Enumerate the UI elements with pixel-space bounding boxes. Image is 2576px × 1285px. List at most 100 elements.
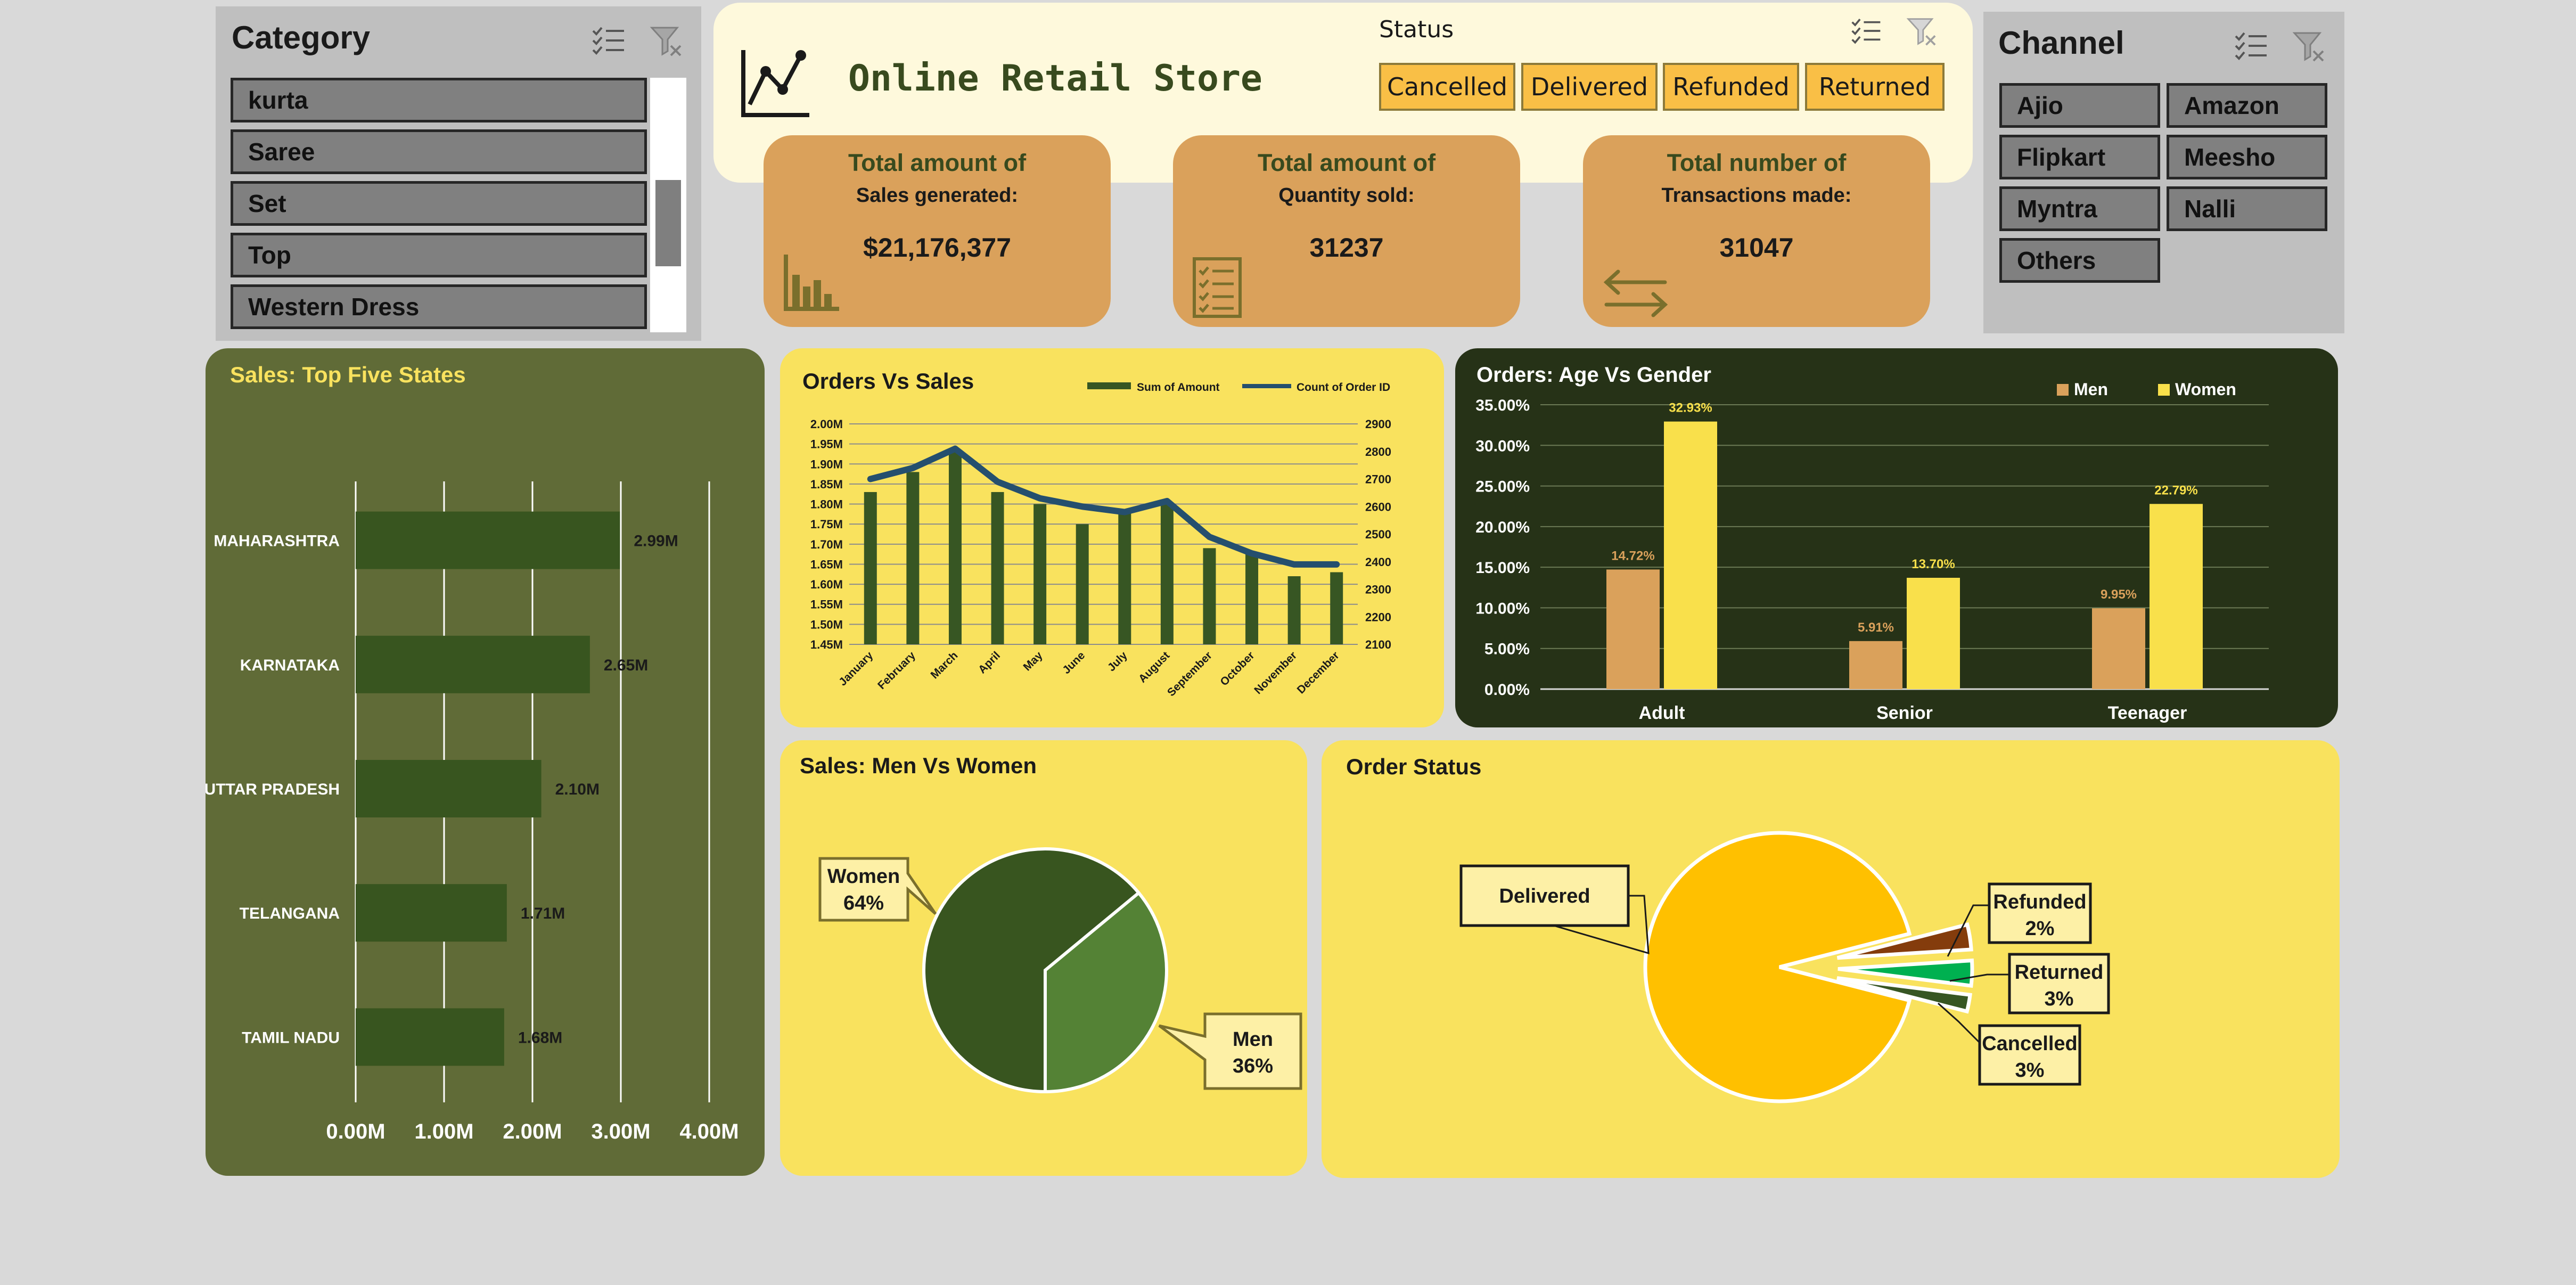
- category-item-saree[interactable]: Saree: [231, 129, 647, 174]
- legend-swatch-sum-of-amount: [1087, 382, 1131, 389]
- bar-may: [1033, 504, 1047, 644]
- status-item-refunded[interactable]: Refunded: [1663, 63, 1799, 111]
- kpi-sales-label-1: Total amount of: [848, 149, 1027, 176]
- channel-item-others[interactable]: Others: [1999, 238, 2160, 283]
- status-item-cancelled[interactable]: Cancelled: [1379, 63, 1515, 111]
- channel-item-ajio[interactable]: Ajio: [1999, 83, 2160, 128]
- kpi-card-quantity: Total amount of Quantity sold: 31237: [1173, 135, 1520, 327]
- bar-uttar-pradesh: [356, 760, 542, 817]
- callout-women: [818, 857, 937, 922]
- order-status-pie-chart: Delivered Refunded 2% Returned 3% Cancelled 3%: [1459, 831, 2110, 1103]
- x-tick-label: 1.00M: [414, 1120, 473, 1143]
- states-bar-chart: 0.00M 1.00M 2.00M 3.00M 4.00M MAHARASHTRA 2.99…: [206, 481, 739, 1143]
- callout-label-women: Women: [827, 865, 900, 888]
- x-tick-label: May: [1021, 649, 1045, 673]
- y-left-tick-label: 1.45M: [810, 638, 843, 651]
- slice-men: [1044, 890, 1168, 1094]
- bar-september: [1203, 548, 1216, 644]
- x-tick-label: January: [836, 649, 875, 688]
- channel-item-myntra[interactable]: Myntra: [1999, 186, 2160, 231]
- legend-label: Sum of Amount: [1137, 381, 1220, 394]
- x-tick-label: September: [1165, 649, 1215, 699]
- bar-march: [948, 452, 962, 644]
- category-item-set[interactable]: Set: [231, 181, 647, 226]
- slice-women: [922, 847, 1141, 1094]
- multi-select-icon[interactable]: [2234, 31, 2269, 61]
- kpi-transactions-value: 31047: [1719, 233, 1794, 263]
- callout-label-men: Men: [1233, 1028, 1273, 1051]
- category-item-top[interactable]: Top: [231, 233, 647, 277]
- y-right-tick-label: 2900: [1365, 418, 1391, 431]
- y-right-tick-label: 2300: [1365, 583, 1391, 596]
- y-right-tick-label: 2200: [1365, 610, 1391, 624]
- multi-select-icon[interactable]: [591, 26, 626, 55]
- order-status-title: Order Status: [1346, 754, 1482, 779]
- line-chart-icon: [741, 50, 809, 117]
- category-label: MAHARASHTRA: [214, 533, 340, 550]
- clear-filter-icon[interactable]: [1906, 16, 1937, 46]
- category-slicer-list: kurta Saree Set Top Western Dress: [231, 78, 651, 332]
- legend-label: Men: [2074, 380, 2108, 399]
- x-tick-label: February: [875, 649, 918, 692]
- callout-refunded-leader: [1947, 904, 1989, 957]
- states-chart-title: Sales: Top Five States: [230, 362, 466, 387]
- channel-item-flipkart[interactable]: Flipkart: [1999, 135, 2160, 179]
- channel-item-meesho[interactable]: Meesho: [2167, 135, 2327, 179]
- y-left-tick-label: 1.70M: [810, 538, 843, 551]
- data-label: 14.72%: [1611, 549, 1654, 563]
- callout-refunded-text: 2%: [2025, 918, 2055, 940]
- y-left-tick-label: 1.90M: [810, 457, 843, 471]
- callout-delivered-leader: [1553, 895, 1650, 955]
- callout-returned-leader: [1949, 973, 2009, 982]
- x-tick-label: June: [1060, 649, 1087, 676]
- callout-returned-text: 3%: [2045, 988, 2074, 1010]
- orders-sales-combo-chart: 1.45M 1.50M 1.55M 1.60M 1.65M 1.70M 1.75M 1.80M…: [810, 381, 1391, 699]
- y-tick-label: 15.00%: [1475, 559, 1530, 577]
- status-slicer-title: Status: [1379, 16, 1454, 43]
- bar-chart-icon: [784, 255, 839, 311]
- data-label: 2.65M: [604, 657, 648, 674]
- multi-select-icon[interactable]: [1850, 17, 1882, 45]
- y-left-tick-label: 1.65M: [810, 558, 843, 571]
- bar-maharashtra: [356, 511, 620, 569]
- bar-adult-men: [1606, 569, 1660, 689]
- slice-delivered: [1643, 831, 1912, 1103]
- y-left-tick-label: 1.95M: [810, 438, 843, 451]
- callout-cancelled: [1978, 1024, 2081, 1086]
- bar-karnataka: [356, 635, 590, 693]
- category-scrollbar[interactable]: [650, 78, 686, 332]
- x-tick-label: October: [1218, 649, 1257, 688]
- y-right-tick-label: 2800: [1365, 445, 1391, 459]
- callout-delivered: [1459, 864, 1630, 927]
- category-item-western-dress[interactable]: Western Dress: [231, 284, 647, 329]
- data-label: 1.71M: [521, 905, 565, 922]
- bar-adult-women: [1664, 421, 1717, 689]
- category-label: TELANGANA: [240, 905, 340, 922]
- channel-item-amazon[interactable]: Amazon: [2167, 83, 2327, 128]
- kpi-quantity-label-1: Total amount of: [1257, 149, 1436, 176]
- order-status-panel: [1322, 740, 2340, 1178]
- x-tick-label: April: [976, 649, 1003, 676]
- category-slicer-title: Category: [232, 20, 371, 55]
- y-tick-label: 20.00%: [1475, 519, 1530, 536]
- category-label: UTTAR PRADESH: [206, 781, 340, 798]
- clear-filter-icon[interactable]: [650, 24, 683, 56]
- status-item-delivered[interactable]: Delivered: [1521, 63, 1658, 111]
- data-label: 1.68M: [518, 1029, 562, 1046]
- men-women-title: Sales: Men Vs Women: [800, 753, 1037, 778]
- status-item-returned[interactable]: Returned: [1805, 63, 1945, 111]
- channel-item-nalli[interactable]: Nalli: [2167, 186, 2327, 231]
- y-right-tick-label: 2100: [1365, 638, 1391, 651]
- y-tick-label: 35.00%: [1475, 397, 1530, 414]
- y-tick-label: 30.00%: [1475, 437, 1530, 455]
- callout-value-men: 36%: [1233, 1055, 1273, 1077]
- clear-filter-icon[interactable]: [2292, 30, 2325, 62]
- category-scrollbar-thumb[interactable]: [655, 180, 681, 266]
- data-label: 32.93%: [1669, 401, 1712, 415]
- bar-october: [1245, 552, 1259, 644]
- age-gender-bar-chart: 0.00% 5.00% 10.00% 15.00% 20.00% 25.00% 30.00%…: [1475, 380, 2269, 723]
- legend-label: Women: [2175, 380, 2236, 399]
- category-item-kurta[interactable]: kurta: [231, 78, 647, 122]
- age-gender-title: Orders: Age Vs Gender: [1476, 363, 1711, 387]
- men-women-pie-chart: Women 64% Men 36%: [818, 847, 1302, 1094]
